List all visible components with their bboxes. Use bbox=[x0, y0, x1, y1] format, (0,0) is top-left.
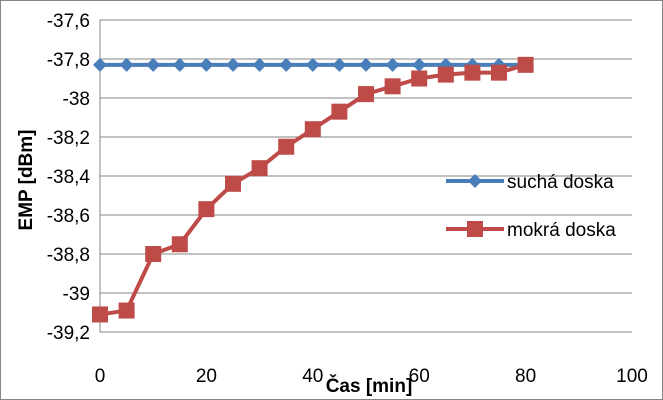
y-tick-label: -38,6 bbox=[47, 206, 90, 227]
data-point bbox=[252, 57, 267, 72]
data-point bbox=[491, 64, 507, 81]
legend-marker bbox=[468, 174, 482, 188]
data-point bbox=[517, 56, 534, 73]
legend-label: mokrá doska bbox=[507, 220, 616, 241]
data-point bbox=[358, 86, 374, 103]
data-point bbox=[171, 236, 188, 253]
x-axis-label: Čas [min] bbox=[326, 375, 413, 397]
y-tick-label: -39 bbox=[63, 284, 90, 305]
data-point bbox=[437, 66, 454, 83]
data-point bbox=[385, 57, 400, 72]
data-point bbox=[251, 160, 268, 177]
y-tick-label: -38,8 bbox=[47, 245, 90, 266]
x-tick-label: 60 bbox=[409, 366, 430, 387]
data-point bbox=[145, 246, 162, 262]
x-tick-label: 100 bbox=[616, 366, 648, 387]
legend-label: suchá doska bbox=[507, 172, 614, 193]
x-tick-labels: 0 20 40 60 80 100 bbox=[95, 366, 648, 387]
data-point bbox=[225, 175, 241, 192]
legend-item: suchá doska bbox=[446, 172, 614, 193]
data-point bbox=[411, 70, 428, 87]
x-tick-label: 40 bbox=[302, 366, 323, 387]
data-point bbox=[332, 57, 347, 72]
y-tick-label: -38,4 bbox=[47, 167, 91, 188]
series-2 bbox=[92, 56, 534, 323]
data-point bbox=[359, 57, 373, 72]
data-point bbox=[304, 121, 321, 138]
legend-item: mokrá doska bbox=[446, 220, 616, 241]
x-tick-label: 20 bbox=[196, 366, 217, 387]
y-axis-label: EMP [dBm] bbox=[16, 130, 37, 231]
data-point bbox=[172, 57, 187, 72]
data-point bbox=[92, 306, 108, 323]
data-point bbox=[199, 57, 214, 72]
y-tick-label: -39,2 bbox=[47, 323, 90, 344]
data-point bbox=[412, 57, 427, 72]
data-point bbox=[146, 57, 161, 72]
data-point bbox=[118, 302, 135, 319]
x-tick-label: 0 bbox=[95, 366, 106, 387]
data-point bbox=[198, 201, 215, 218]
y-tick-label: -37,6 bbox=[47, 11, 90, 32]
axes bbox=[99, 20, 632, 333]
data-series bbox=[92, 56, 534, 323]
y-tick-label: -38 bbox=[63, 89, 90, 110]
legend: suchá doska mokrá doska bbox=[446, 172, 616, 241]
data-point bbox=[93, 57, 107, 72]
y-tick-labels: -37,6 -37,8 -38 -38,2 -38,4 -38,6 -38,8 -39 -39,… bbox=[47, 11, 91, 344]
y-tick-label: -37,8 bbox=[47, 50, 90, 71]
data-point bbox=[464, 64, 481, 81]
data-point bbox=[279, 57, 294, 72]
data-point bbox=[226, 57, 240, 72]
data-point bbox=[119, 57, 134, 72]
legend-marker bbox=[467, 221, 483, 237]
data-point bbox=[331, 103, 348, 120]
y-tick-label: -38,2 bbox=[47, 128, 90, 149]
series-line bbox=[99, 62, 527, 317]
data-point bbox=[384, 78, 401, 95]
data-point bbox=[305, 57, 320, 72]
data-point bbox=[278, 138, 295, 155]
x-tick-label: 80 bbox=[515, 366, 536, 387]
